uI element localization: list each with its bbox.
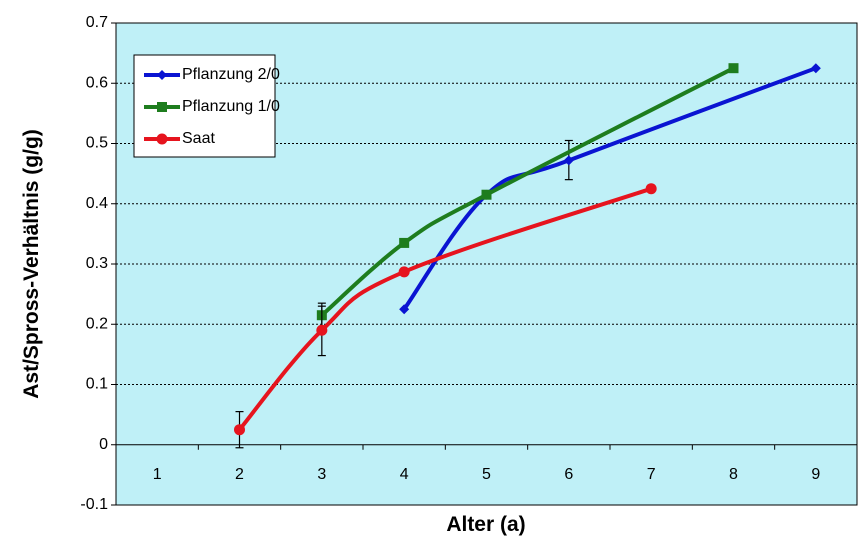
grid-lines (116, 82, 857, 385)
data-point (399, 304, 410, 315)
y-axis-title: Ast/Spross-Verhältnis (g/g) (20, 129, 43, 399)
legend-swatch-marker (156, 133, 168, 145)
x-axis-title: Alter (a) (446, 513, 525, 536)
x-tick-label: 6 (564, 466, 573, 483)
legend-item: Saat (144, 130, 215, 147)
legend-label: Pflanzung 2/0 (182, 66, 280, 83)
data-point (810, 63, 821, 74)
y-tick-label: 0 (99, 436, 108, 453)
data-point (399, 237, 410, 248)
y-tick-label: 0.5 (86, 135, 108, 152)
legend: Pflanzung 2/0 Pflanzung 1/0 Saat (133, 54, 280, 158)
data-point (645, 183, 657, 195)
series-circle (234, 183, 657, 449)
legend-label: Saat (182, 130, 215, 147)
y-tick-label: 0.7 (86, 14, 108, 31)
data-point (398, 266, 410, 278)
data-point (481, 189, 492, 200)
x-tick-label: 8 (729, 466, 738, 483)
x-tick-label: 4 (400, 466, 409, 483)
legend-label: Pflanzung 1/0 (182, 98, 280, 115)
data-point (563, 155, 574, 166)
legend-swatch-marker (157, 70, 167, 80)
legend-swatch-marker (157, 102, 167, 112)
x-tick-label: 2 (235, 466, 244, 483)
y-tick-label: 0.6 (86, 74, 108, 91)
x-tick-label: 9 (811, 466, 820, 483)
data-point (234, 424, 245, 436)
legend-item: Pflanzung 1/0 (144, 98, 280, 115)
y-tick-label: 0.4 (86, 195, 108, 212)
data-point (728, 63, 739, 74)
tick-labels: 0.7 0.6 0.5 0.4 0.3 0.2 0.1 0 -0.1 1 2 3 4 5 6 7 8 9 (80, 14, 820, 513)
y-tick-label: 0.3 (86, 255, 108, 272)
series-layer (234, 63, 821, 449)
x-tick-label: 7 (647, 466, 656, 483)
y-tick-label: 0.2 (86, 315, 108, 332)
legend-item: Pflanzung 2/0 (144, 66, 280, 83)
x-tick-label: 1 (153, 466, 162, 483)
y-tick-label: 0.1 (86, 376, 108, 393)
data-point (316, 324, 328, 336)
y-tick-label: -0.1 (80, 496, 108, 513)
x-tick-label: 3 (317, 466, 326, 483)
series-line (237, 186, 654, 432)
x-tick-label: 5 (482, 466, 491, 483)
series-line (319, 66, 736, 318)
